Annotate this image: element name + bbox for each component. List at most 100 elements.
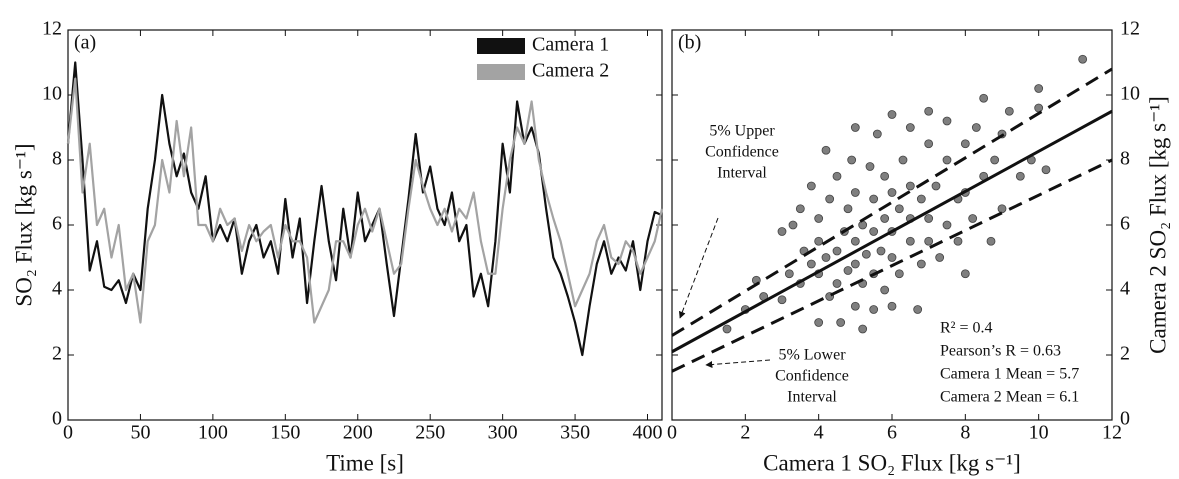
panel-label: (b) [678,32,701,54]
y-tick-label: 2 [52,343,62,365]
scatter-point [997,204,1007,214]
x-tick-label: 10 [1029,422,1049,444]
annotation: Interval [787,389,837,406]
scatter-point [850,188,860,197]
legend-swatch [477,38,525,54]
series-line [66,61,663,357]
scatter-point [1004,106,1014,116]
scatter-point [777,227,787,236]
x-tick-label: 300 [488,422,518,444]
scatter-point [795,204,805,214]
scatter-point [924,214,934,223]
stats-text: Pearson’s R = 0.63 [940,343,1061,360]
scatter-point [814,318,824,327]
panel-label: (a) [74,32,96,54]
scatter-point [887,110,897,119]
y-tick-label: 0 [52,408,62,430]
annotation-arrow [678,217,719,319]
legend-label: Camera 1 [532,34,609,56]
scatter-point [806,181,816,191]
legend-label: Camera 2 [532,60,609,82]
scatter-point [850,301,860,311]
scatter-point [1078,54,1088,64]
annotation: Confidence [775,368,849,385]
scatter-point [931,181,941,191]
scatter-point [942,155,952,165]
scatter-point [876,246,886,256]
scatter-point [986,236,996,246]
confidence-line [671,158,1113,373]
scatter-point [905,236,915,246]
stats-text: Camera 2 Mean = 6.1 [940,389,1079,406]
y-axis-title: SO₂ Flux [kg s⁻¹] [11,143,36,306]
scatter-point [843,204,853,214]
scatter-point [968,214,978,223]
scatter-point [861,249,871,259]
scatter-point [1041,165,1051,175]
scatter-point [924,236,934,246]
scatter-point [869,194,879,204]
y-tick-label: 8 [52,148,62,170]
y-tick-label: 4 [1120,278,1130,300]
scatter-point [971,123,981,132]
scatter-point [832,246,842,256]
scatter-point [865,162,875,171]
scatter-point [960,269,970,279]
scatter-point [832,279,842,288]
scatter-point [1034,84,1044,93]
x-axis-title: Camera 1 SO₂ Flux [kg s⁻¹] [763,450,1021,475]
scatter-point [924,139,934,149]
scatter-point [905,123,915,132]
scatter-point [850,236,860,246]
x-tick-label: 2 [740,422,750,444]
annotation: 5% Lower [778,347,846,364]
scatter-point [869,227,879,236]
annotation: Confidence [705,144,779,161]
x-tick-label: 250 [415,422,445,444]
x-tick-label: 0 [667,422,677,444]
scatter-point [777,295,787,305]
scatter-point [1015,171,1025,181]
annotation: 5% Upper [709,123,775,140]
annotation: Interval [717,165,767,182]
y-tick-label: 8 [1120,148,1130,170]
scatter-point [880,171,890,181]
scatter-point [979,93,989,103]
y-tick-label: 4 [52,278,62,300]
scatter-point [858,324,868,334]
plot-frame [671,29,1113,421]
plot-frame [67,29,663,421]
y-tick-label: 12 [42,18,62,40]
x-tick-label: 100 [198,422,228,444]
scatter-point [1034,103,1044,113]
scatter-point [850,259,860,269]
scatter-point [894,269,904,279]
scatter-point [814,236,824,246]
x-tick-label: 0 [63,422,73,444]
scatter-point [843,266,853,275]
stats-text: R² = 0.4 [940,320,993,337]
x-tick-label: 6 [887,422,897,444]
scatter-point [825,194,835,204]
annotation-arrow [705,359,771,368]
scatter-point [898,155,908,165]
scatter-point [722,324,732,334]
scatter-point [784,269,794,279]
scatter-point [905,181,915,191]
scatter-point [887,188,897,197]
scatter-point [887,253,897,262]
scatter-point [935,253,945,262]
x-tick-label: 400 [633,422,663,444]
y-tick-label: 6 [52,213,62,235]
y-tick-label: 12 [1120,18,1140,40]
scatter-point [990,155,1000,165]
legend-swatch [477,64,525,80]
scatter-point [814,214,824,223]
x-tick-label: 200 [343,422,373,444]
x-tick-label: 12 [1102,422,1122,444]
y-axis-title: Camera 2 SO₂ Flux [kg s⁻¹] [1145,96,1170,354]
scatter-point [942,116,952,126]
y-tick-label: 0 [1120,408,1130,430]
scatter-point [916,194,926,204]
